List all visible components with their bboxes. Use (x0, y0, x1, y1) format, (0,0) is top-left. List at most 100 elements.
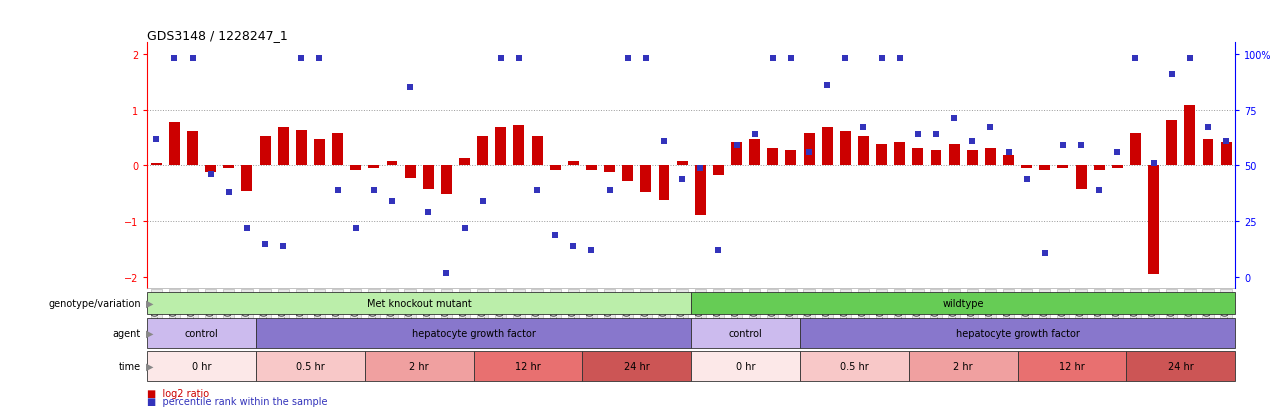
Text: ■  percentile rank within the sample: ■ percentile rank within the sample (147, 396, 328, 406)
Bar (404, 166, 416, 178)
Bar (531, 137, 543, 166)
Bar (786, 150, 796, 166)
Text: ▶: ▶ (146, 328, 154, 338)
Bar (948, 145, 960, 166)
Bar (351, 166, 361, 171)
Bar (713, 166, 724, 176)
Text: 12 hr: 12 hr (515, 361, 541, 371)
Bar (369, 166, 379, 169)
Text: ▶: ▶ (146, 361, 154, 371)
Bar (1075, 166, 1087, 190)
Text: ▶: ▶ (146, 298, 154, 309)
Bar (260, 137, 270, 166)
Bar (1004, 156, 1014, 166)
Text: 0.5 hr: 0.5 hr (296, 361, 325, 371)
Bar (986, 148, 996, 166)
Bar (800, 318, 1235, 348)
Bar (822, 128, 833, 166)
Bar (586, 166, 596, 171)
Text: 0 hr: 0 hr (736, 361, 755, 371)
Text: hepatocyte growth factor: hepatocyte growth factor (412, 328, 535, 338)
Bar (909, 351, 1018, 381)
Text: wildtype: wildtype (942, 298, 984, 309)
Bar (1166, 120, 1178, 166)
Bar (422, 166, 434, 190)
Text: 12 hr: 12 hr (1059, 361, 1085, 371)
Bar (640, 166, 652, 193)
Bar (147, 292, 691, 315)
Bar (895, 142, 905, 166)
Bar (658, 166, 669, 201)
Bar (1126, 351, 1235, 381)
Bar (931, 150, 942, 166)
Bar (440, 166, 452, 195)
Bar (768, 148, 778, 166)
Bar (1221, 142, 1231, 166)
Bar (278, 128, 289, 166)
Bar (691, 292, 1235, 315)
Bar (800, 351, 909, 381)
Bar (804, 134, 814, 166)
Text: 0 hr: 0 hr (192, 361, 211, 371)
Bar (477, 137, 488, 166)
Bar (1184, 106, 1196, 166)
Bar (1057, 166, 1069, 169)
Text: ■  log2 ratio: ■ log2 ratio (147, 388, 210, 398)
Bar (147, 318, 256, 348)
Text: 24 hr: 24 hr (623, 361, 650, 371)
Bar (1112, 166, 1123, 169)
Text: agent: agent (113, 328, 141, 338)
Bar (840, 131, 851, 166)
Bar (256, 318, 691, 348)
Bar (695, 166, 705, 215)
Bar (1039, 166, 1051, 171)
Bar (1093, 166, 1105, 171)
Bar (256, 351, 365, 381)
Text: 2 hr: 2 hr (410, 361, 429, 371)
Bar (169, 123, 179, 166)
Bar (333, 134, 343, 166)
Text: 24 hr: 24 hr (1167, 361, 1194, 371)
Text: time: time (119, 361, 141, 371)
Bar (622, 166, 634, 182)
Bar (296, 131, 307, 166)
Bar (387, 161, 397, 166)
Bar (151, 163, 161, 166)
Bar (187, 131, 198, 166)
Bar (1021, 166, 1032, 169)
Bar (495, 128, 507, 166)
Bar (568, 161, 579, 166)
Bar (691, 351, 800, 381)
Bar (314, 139, 325, 166)
Bar (1203, 139, 1213, 166)
Text: 0.5 hr: 0.5 hr (840, 361, 869, 371)
Bar (1130, 134, 1140, 166)
Bar (582, 351, 691, 381)
Text: 2 hr: 2 hr (954, 361, 973, 371)
Bar (677, 161, 687, 166)
Bar (913, 148, 923, 166)
Bar (147, 351, 256, 381)
Bar (604, 166, 614, 173)
Bar (858, 137, 869, 166)
Bar (474, 351, 582, 381)
Bar (242, 166, 252, 191)
Text: Met knockout mutant: Met knockout mutant (367, 298, 471, 309)
Text: GDS3148 / 1228247_1: GDS3148 / 1228247_1 (147, 29, 288, 42)
Text: control: control (728, 328, 763, 338)
Text: genotype/variation: genotype/variation (49, 298, 141, 309)
Bar (691, 318, 800, 348)
Bar (1148, 166, 1160, 275)
Bar (749, 139, 760, 166)
Bar (224, 166, 234, 169)
Bar (205, 166, 216, 173)
Bar (513, 126, 525, 166)
Bar (966, 150, 978, 166)
Bar (1018, 351, 1126, 381)
Bar (365, 351, 474, 381)
Bar (876, 145, 887, 166)
Bar (460, 158, 470, 166)
Bar (550, 166, 561, 171)
Bar (731, 142, 742, 166)
Text: control: control (184, 328, 219, 338)
